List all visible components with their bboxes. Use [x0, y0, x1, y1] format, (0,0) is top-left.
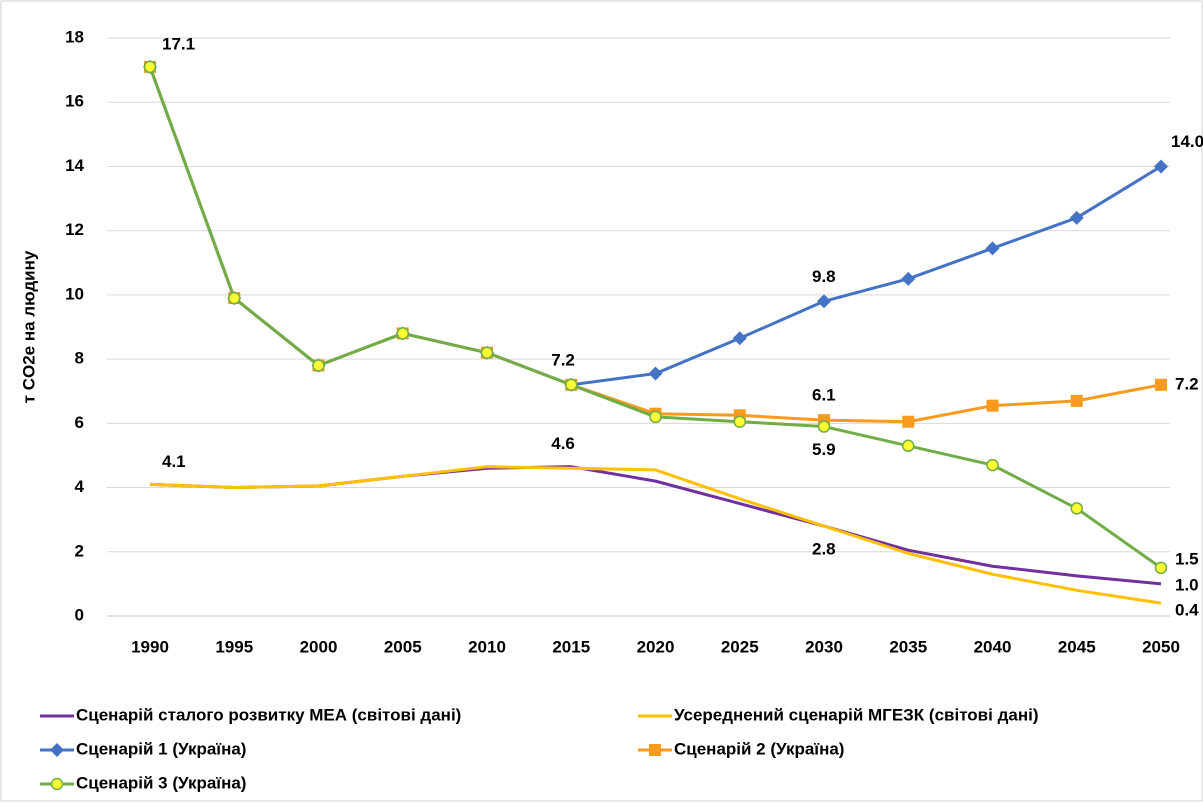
x-tick-label: 2015	[552, 637, 590, 656]
y-tick-label: 10	[65, 284, 84, 303]
x-tick-label: 2020	[637, 637, 675, 656]
x-tick-label: 2025	[721, 637, 759, 656]
data-label: 7.2	[551, 350, 575, 369]
legend-marker	[649, 744, 661, 756]
x-tick-label: 2010	[468, 637, 506, 656]
x-tick-label: 2005	[384, 637, 422, 656]
legend-label: Сценарій 1 (Україна)	[76, 739, 246, 758]
y-tick-label: 0	[75, 605, 84, 624]
point-marker	[732, 331, 747, 346]
x-tick-label: 2030	[805, 637, 843, 656]
data-label: 6.1	[812, 386, 836, 405]
point-marker	[986, 399, 999, 412]
x-tick-label: 2050	[1142, 637, 1180, 656]
point-marker	[1155, 378, 1167, 391]
point-marker	[986, 458, 999, 472]
data-label: 0.4	[1175, 601, 1199, 620]
data-label: 4.6	[551, 434, 575, 453]
point-marker	[648, 366, 663, 381]
point-marker	[985, 241, 1000, 256]
x-tick-label: 1995	[215, 637, 253, 656]
point-marker	[565, 378, 578, 392]
point-marker	[649, 410, 662, 424]
data-label: 5.9	[812, 440, 836, 459]
legend-marker	[50, 743, 64, 757]
data-label: 2.8	[812, 540, 836, 559]
point-marker	[901, 271, 916, 286]
point-marker	[902, 415, 915, 428]
y-tick-label: 18	[65, 27, 84, 46]
point-marker	[1154, 159, 1168, 174]
x-tick-label: 1990	[131, 637, 169, 656]
x-tick-label: 2045	[1058, 637, 1096, 656]
point-marker	[1070, 394, 1083, 407]
legend-label: Сценарій 3 (Україна)	[76, 773, 246, 792]
y-tick-label: 6	[75, 413, 84, 432]
point-marker	[396, 327, 409, 340]
point-marker	[817, 294, 831, 309]
x-tick-label: 2035	[889, 637, 927, 656]
point-marker	[902, 439, 915, 453]
data-label: 7.2	[1175, 374, 1199, 393]
legend-label: Сценарій 2 (Україна)	[674, 739, 844, 758]
point-marker	[1069, 210, 1084, 225]
y-tick-label: 12	[65, 220, 84, 239]
point-marker	[228, 291, 241, 305]
y-tick-label: 8	[75, 349, 84, 368]
y-tick-label: 14	[65, 156, 84, 175]
series-line	[149, 465, 1162, 605]
point-marker	[143, 60, 157, 74]
y-tick-label: 2	[75, 541, 84, 560]
legend-label: Усереднений сценарій МГЕЗК (світові дані…	[674, 705, 1038, 724]
legend-label: Сценарій сталого розвитку МЕА (світові д…	[76, 705, 461, 724]
legend-marker	[50, 777, 64, 791]
data-label: 9.8	[812, 267, 836, 286]
data-label: 4.1	[162, 452, 186, 471]
data-label: 1.0	[1175, 575, 1199, 594]
point-marker	[733, 415, 746, 428]
x-tick-label: 2040	[974, 637, 1012, 656]
point-marker	[817, 420, 831, 433]
y-axis-title: т CO2e на людину	[19, 250, 38, 403]
y-tick-label: 4	[75, 477, 85, 496]
data-label: 14.0	[1171, 132, 1203, 151]
point-marker	[1154, 561, 1168, 575]
point-marker	[312, 359, 325, 372]
x-tick-label: 2000	[300, 637, 338, 656]
data-label: 1.5	[1175, 549, 1199, 568]
point-marker	[1070, 502, 1083, 515]
point-marker	[480, 346, 494, 359]
data-label: 17.1	[162, 34, 195, 53]
y-tick-label: 16	[65, 92, 84, 111]
